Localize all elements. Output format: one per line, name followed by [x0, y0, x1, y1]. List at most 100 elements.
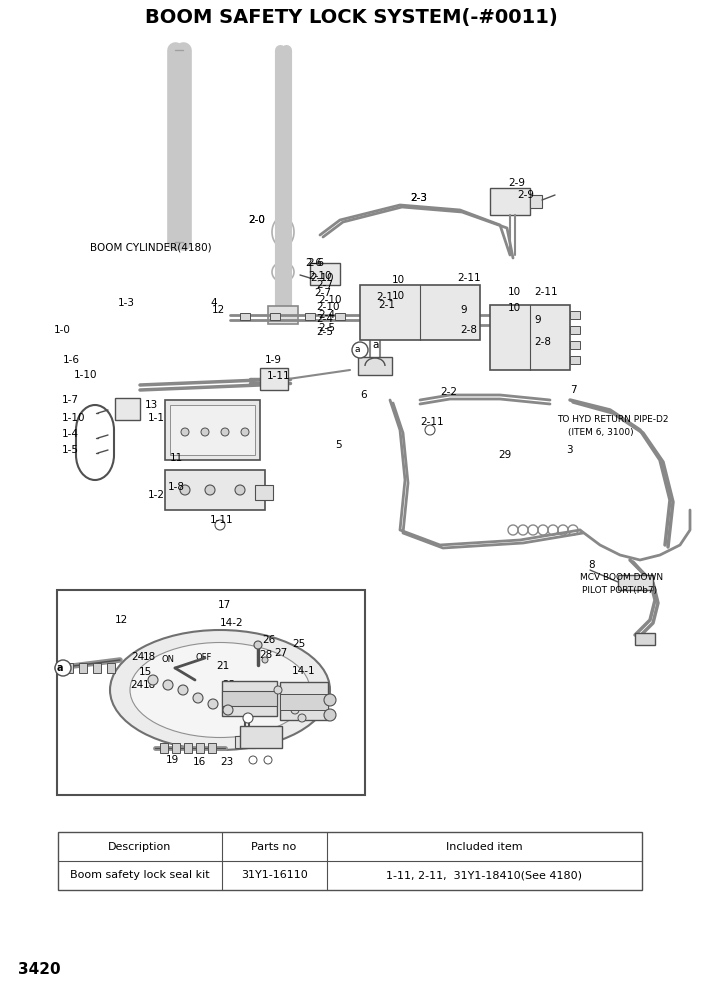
Text: a: a — [372, 340, 378, 350]
Bar — [490, 305, 570, 370]
Text: 2-2: 2-2 — [440, 387, 457, 397]
Text: 12: 12 — [212, 305, 225, 315]
Text: 2-4: 2-4 — [318, 310, 335, 320]
Text: 2-3: 2-3 — [410, 193, 427, 203]
Circle shape — [201, 428, 209, 436]
Text: 18: 18 — [143, 652, 157, 662]
Text: 2-0: 2-0 — [248, 215, 265, 225]
Bar — [570, 326, 580, 334]
Text: 5: 5 — [335, 440, 342, 450]
Bar — [335, 313, 345, 320]
Text: 21: 21 — [216, 661, 230, 671]
Text: ON: ON — [162, 656, 175, 665]
Text: 2-10: 2-10 — [310, 273, 333, 283]
Circle shape — [249, 756, 257, 764]
Bar — [222, 681, 277, 716]
Bar — [260, 368, 288, 390]
Circle shape — [243, 713, 253, 723]
Text: a: a — [57, 663, 63, 673]
Bar — [530, 195, 542, 208]
Text: 9: 9 — [460, 305, 467, 315]
Circle shape — [298, 714, 306, 722]
Bar — [165, 400, 260, 460]
Bar — [240, 726, 282, 748]
Text: 2-11: 2-11 — [457, 273, 481, 283]
Circle shape — [55, 660, 71, 676]
Bar — [570, 356, 580, 364]
Bar — [107, 663, 115, 673]
Text: 1-0: 1-0 — [54, 325, 71, 335]
Text: 2-6: 2-6 — [305, 258, 322, 268]
Circle shape — [291, 706, 299, 714]
Text: 2-0: 2-0 — [248, 215, 265, 225]
Circle shape — [235, 485, 245, 495]
Circle shape — [304, 696, 312, 704]
Bar — [184, 743, 192, 753]
Text: Boom safety lock seal kit: Boom safety lock seal kit — [70, 871, 210, 881]
Text: 2-9: 2-9 — [508, 178, 525, 188]
Text: Description: Description — [108, 841, 171, 851]
Text: 29: 29 — [498, 450, 511, 460]
Circle shape — [215, 520, 225, 530]
Text: 24: 24 — [131, 652, 144, 662]
Circle shape — [425, 425, 435, 435]
Ellipse shape — [110, 630, 330, 750]
Text: 24: 24 — [130, 680, 143, 690]
Text: 9: 9 — [534, 315, 541, 325]
Text: 3: 3 — [566, 445, 573, 455]
Text: 13: 13 — [145, 400, 158, 410]
Circle shape — [254, 641, 262, 649]
Text: 8: 8 — [588, 560, 595, 570]
Bar — [160, 743, 168, 753]
Text: 27: 27 — [274, 648, 287, 658]
Circle shape — [274, 686, 282, 694]
Text: 1-3: 1-3 — [118, 298, 135, 308]
Text: 2-6: 2-6 — [307, 258, 324, 268]
Bar — [170, 405, 255, 455]
Bar — [280, 694, 328, 710]
Bar — [165, 470, 265, 510]
Text: 2-7: 2-7 — [314, 288, 331, 298]
Text: 10: 10 — [508, 287, 521, 297]
Circle shape — [284, 696, 292, 704]
Text: 2-11: 2-11 — [420, 417, 444, 427]
Circle shape — [148, 675, 158, 685]
Bar — [268, 306, 298, 324]
Text: 2-5: 2-5 — [316, 327, 333, 337]
Text: 1-8: 1-8 — [168, 482, 185, 492]
Bar — [58, 832, 642, 890]
Circle shape — [205, 485, 215, 495]
Bar — [79, 663, 87, 673]
Bar — [358, 357, 392, 375]
Text: 19: 19 — [166, 755, 179, 765]
Text: MCV BOOM DOWN: MCV BOOM DOWN — [580, 573, 663, 582]
Text: 16: 16 — [193, 757, 206, 767]
Text: 1-2: 1-2 — [148, 490, 165, 500]
Text: 2-10: 2-10 — [308, 271, 331, 281]
Text: 12: 12 — [115, 615, 128, 625]
Text: a: a — [355, 345, 359, 354]
Text: 2-1: 2-1 — [376, 292, 393, 302]
Bar — [570, 341, 580, 349]
Bar — [310, 263, 340, 285]
Bar — [93, 663, 101, 673]
Circle shape — [264, 756, 272, 764]
Text: 3420: 3420 — [18, 962, 60, 977]
Text: 4: 4 — [210, 298, 217, 308]
Circle shape — [324, 709, 336, 721]
Text: 2-4: 2-4 — [316, 314, 333, 324]
Text: 11: 11 — [170, 453, 183, 463]
Circle shape — [208, 699, 218, 709]
Text: 2-10: 2-10 — [318, 295, 341, 305]
Circle shape — [178, 685, 188, 695]
Circle shape — [193, 693, 203, 703]
Text: 2-9: 2-9 — [517, 190, 534, 200]
Text: (ITEM 6, 3100): (ITEM 6, 3100) — [568, 428, 634, 436]
Circle shape — [180, 485, 190, 495]
Text: 1-4: 1-4 — [62, 429, 79, 439]
Text: BOOM CYLINDER(4180): BOOM CYLINDER(4180) — [90, 243, 211, 253]
Text: 15: 15 — [139, 667, 152, 677]
Text: 1-6: 1-6 — [63, 355, 80, 365]
Bar — [280, 682, 328, 720]
Bar — [57, 590, 365, 795]
